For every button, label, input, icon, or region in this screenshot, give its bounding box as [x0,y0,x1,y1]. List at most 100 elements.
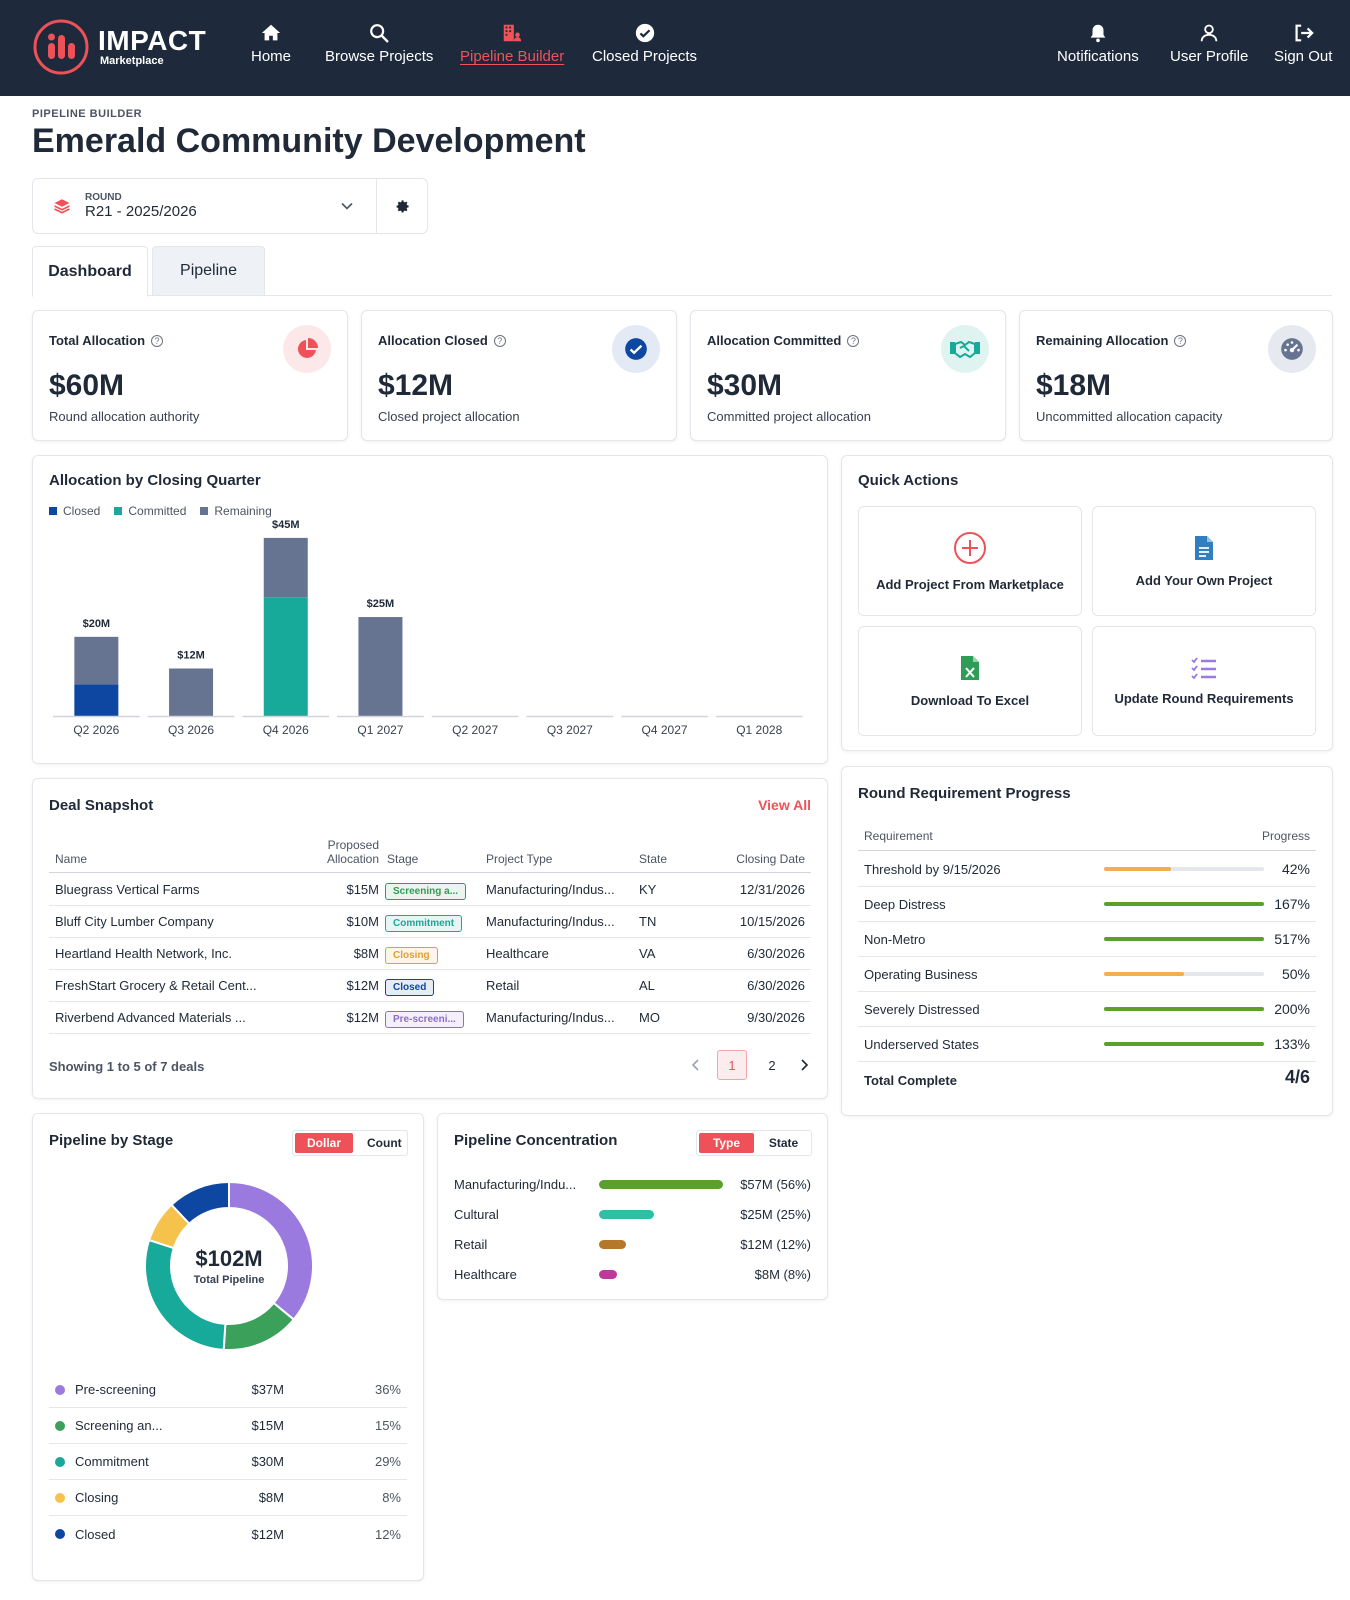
deal-snapshot-card: Deal Snapshot View All Name Proposed All… [32,778,828,1099]
legend-label: Remaining [214,504,272,518]
concentration-bar [599,1240,626,1249]
handshake-icon [941,325,989,373]
deal-closing-date: 6/30/2026 [747,978,805,993]
concentration-value: $12M (12%) [740,1236,811,1252]
x-tick-label: Q3 2027 [547,723,593,737]
tab-dashboard[interactable]: Dashboard [32,246,148,297]
nav-browse-projects[interactable]: Browse Projects [325,22,433,65]
col-stage: Stage [387,852,419,866]
logo[interactable]: IMPACT Marketplace [32,18,206,76]
nav-home[interactable]: Home [251,22,291,65]
top-nav: IMPACT Marketplace Home Browse Projects … [0,0,1350,96]
concentration-row: Cultural $25M (25%) [454,1199,811,1229]
req-col-requirement: Requirement [864,829,933,843]
round-settings-button[interactable] [377,179,427,233]
toggle-type[interactable]: Type [699,1133,754,1153]
round-dropdown[interactable]: ROUND R21 - 2025/2026 [33,179,377,233]
bar-total-label: $12M [177,650,205,662]
bar-total-label: $45M [272,520,300,531]
donut-total: $102M [195,1246,263,1271]
x-tick-label: Q4 2026 [263,723,309,737]
toggle-state[interactable]: State [768,1136,799,1150]
stage-value: $30M [251,1454,284,1469]
download-excel-button[interactable]: Download To Excel [858,626,1082,736]
bar-closed-0[interactable] [74,684,119,716]
req-progress-track [1104,867,1264,871]
kpi-allocation-closed: Allocation Closed? $12M Closed project a… [361,310,677,441]
bar-remaining-0[interactable] [74,636,119,685]
nav-closed-projects[interactable]: Closed Projects [592,22,697,65]
concentration-bar [599,1180,723,1189]
toggle-dollar[interactable]: Dollar [295,1133,354,1153]
deal-project-type: Manufacturing/Indus... [486,1010,615,1025]
deal-project-type: Retail [486,978,520,993]
x-tick-label: Q2 2027 [452,723,498,737]
col-project-type: Project Type [486,852,553,866]
update-round-requirements-button[interactable]: Update Round Requirements [1092,626,1316,736]
info-icon[interactable]: ? [493,334,506,347]
nav-home-label: Home [251,48,292,65]
stage-value: $37M [251,1382,284,1397]
toggle-count[interactable]: Count [367,1136,402,1150]
legend-dot [55,1384,65,1395]
nav-pipeline-builder[interactable]: Pipeline Builder [460,22,564,65]
nav-sign-out-label: Sign Out [1274,48,1333,65]
concentration-name: Retail [454,1236,488,1252]
kpi-label: Total Allocation [49,333,146,348]
bar-total-label: $20M [83,618,111,630]
req-progress-fill [1104,902,1264,906]
chevron-left-icon[interactable] [689,1058,703,1072]
chevron-right-icon[interactable] [797,1058,811,1072]
table-row[interactable]: Riverbend Advanced Materials ... $12M Pre-… [49,1002,811,1034]
col-allocation: Proposed Allocation [326,838,379,866]
kpi-label-wrap: Allocation Closed? [378,333,506,348]
table-row[interactable]: Heartland Health Network, Inc. $8M Closing… [49,938,811,970]
kpi-sub: Uncommitted allocation capacity [1036,409,1223,424]
donut-slice-4[interactable] [170,1180,230,1226]
concentration-row: Retail $12M (12%) [454,1229,811,1259]
bar-remaining-2[interactable] [263,537,308,598]
requirements-title: Round Requirement Progress [858,785,1071,802]
tab-pipeline[interactable]: Pipeline [152,246,265,296]
req-name: Operating Business [864,966,978,982]
donut-slice-1[interactable] [222,1301,296,1351]
view-all-link[interactable]: View All [758,797,811,813]
stage-legend-row: Screening an... $15M 15% [49,1408,407,1444]
deal-stage-cell: Commitment [385,914,463,932]
stage-name: Screening an... [75,1418,163,1433]
kpi-sub: Closed project allocation [378,409,520,424]
nav-user-profile[interactable]: User Profile [1170,22,1248,65]
nav-sign-out[interactable]: Sign Out [1274,22,1332,65]
table-row[interactable]: FreshStart Grocery & Retail Cent... $12M C… [49,970,811,1002]
stage-name: Commitment [75,1454,149,1469]
page-1-button[interactable]: 1 [717,1050,747,1080]
legend-label: Committed [128,504,187,518]
bar-committed-2[interactable] [263,597,308,716]
nav-notifications[interactable]: Notifications [1057,22,1139,65]
add-project-marketplace-button[interactable]: Add Project From Marketplace [858,506,1082,616]
req-pct: 200% [1274,1001,1310,1017]
deal-name: Heartland Health Network, Inc. [55,946,233,961]
page-2-button[interactable]: 2 [768,1057,776,1073]
deal-state: KY [639,882,657,897]
req-name: Deep Distress [864,896,946,912]
total-complete-label: Total Complete [864,1073,957,1088]
deal-allocation: $10M [346,914,379,929]
kpi-allocation-committed: Allocation Committed? $30M Committed pro… [690,310,1006,441]
bar-remaining-3[interactable] [358,617,403,716]
stage-toggle: Dollar Count [292,1130,408,1156]
add-own-project-button[interactable]: Add Your Own Project [1092,506,1316,616]
info-icon[interactable]: ? [1174,334,1187,347]
bar-remaining-1[interactable] [169,668,214,717]
check-icon [612,325,660,373]
kpi-label: Remaining Allocation [1036,333,1169,348]
info-icon[interactable]: ? [847,334,860,347]
info-icon[interactable]: ? [151,334,164,347]
brand-sub: Marketplace [100,55,164,67]
table-row[interactable]: Bluegrass Vertical Farms $15M Screening a.… [49,874,811,906]
table-row[interactable]: Bluff City Lumber Company $10M Commitment M… [49,906,811,938]
logo-icon [33,19,89,75]
allocation-bar-chart: $20M Q2 2026 $12M Q3 2026 $45M Q4 2026 $25M Q1 … [53,520,803,737]
req-name: Threshold by 9/15/2026 [864,861,1001,877]
deal-name: Riverbend Advanced Materials ... [55,1010,246,1025]
